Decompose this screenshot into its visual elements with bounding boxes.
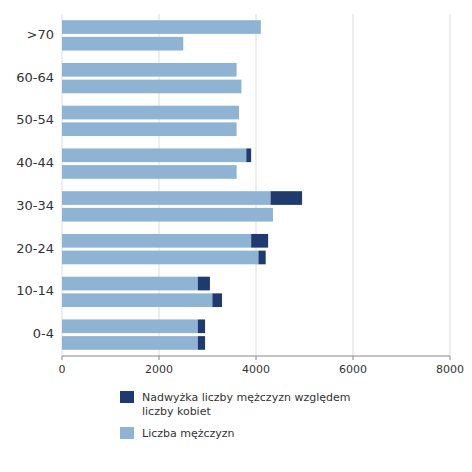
bar-segment: [62, 122, 237, 136]
legend-label: Nadwyżka liczby mężczyzn względemliczby …: [142, 391, 350, 418]
bar-segment: [62, 191, 271, 205]
x-tick-label: 0: [59, 363, 66, 376]
y-tick-label: 20-24: [16, 241, 54, 256]
bar-segment: [260, 20, 261, 34]
bar-segment: [62, 20, 261, 34]
bar-segment: [246, 148, 251, 162]
bars: [62, 20, 302, 350]
bar-segment: [212, 293, 222, 307]
grid-line: [256, 14, 257, 356]
bar-segment: [236, 165, 237, 179]
y-tick-label: 50-54: [16, 112, 54, 127]
x-axis: 0 2000 4000 6000 8000: [59, 356, 465, 376]
bar-segment: [198, 319, 205, 333]
legend: Nadwyżka liczby mężczyzn względemliczby …: [120, 391, 350, 440]
bar-segment: [183, 37, 184, 51]
legend-swatch: [120, 391, 134, 403]
bar-segment: [258, 251, 265, 265]
bar-segment: [62, 208, 273, 222]
bar-segment: [251, 234, 268, 248]
x-tick-label: 6000: [339, 363, 367, 376]
bar-segment: [62, 293, 212, 307]
grid-line: [353, 14, 354, 356]
bar-segment: [271, 191, 303, 205]
bar-segment: [62, 277, 198, 291]
x-tick-label: 4000: [242, 363, 270, 376]
bar-segment: [62, 37, 183, 51]
grid: [62, 14, 450, 356]
x-tick: [353, 356, 354, 360]
x-tick: [62, 356, 63, 360]
legend-swatch: [120, 427, 134, 439]
bar-segment: [62, 148, 246, 162]
x-tick: [159, 356, 160, 360]
y-tick-label: 60-64: [16, 70, 54, 85]
y-tick-label: >70: [27, 27, 54, 42]
bar-segment: [62, 319, 198, 333]
bar-segment: [198, 336, 205, 350]
bar-segment: [62, 80, 241, 94]
bar-segment: [272, 208, 273, 222]
x-tick-label: 8000: [436, 363, 464, 376]
bar-segment: [62, 234, 251, 248]
x-tick: [256, 356, 257, 360]
bar-segment: [236, 63, 237, 77]
grid-line: [450, 14, 451, 356]
bar-segment: [62, 63, 237, 77]
y-axis: 0-4 10-14 20-24 30-34 40-44 50-54 60-64 >70: [16, 27, 54, 341]
bar-segment: [198, 277, 210, 291]
legend-label: Liczba mężczyzn: [142, 427, 235, 440]
bar-segment: [62, 251, 258, 265]
x-tick-label: 2000: [145, 363, 173, 376]
chart: 0 2000 4000 6000 8000 0-4 10-14 20-24 30-34 40-44…: [0, 0, 472, 472]
bar-segment: [62, 165, 237, 179]
x-tick: [450, 356, 451, 360]
bar-segment: [241, 80, 242, 94]
y-tick-label: 10-14: [16, 283, 54, 298]
bar-segment: [62, 336, 198, 350]
bar-segment: [239, 106, 240, 120]
y-tick-label: 40-44: [16, 155, 54, 170]
y-tick-label: 30-34: [16, 198, 54, 213]
bar-segment: [62, 106, 239, 120]
bar-segment: [236, 122, 237, 136]
y-tick-label: 0-4: [33, 326, 54, 341]
